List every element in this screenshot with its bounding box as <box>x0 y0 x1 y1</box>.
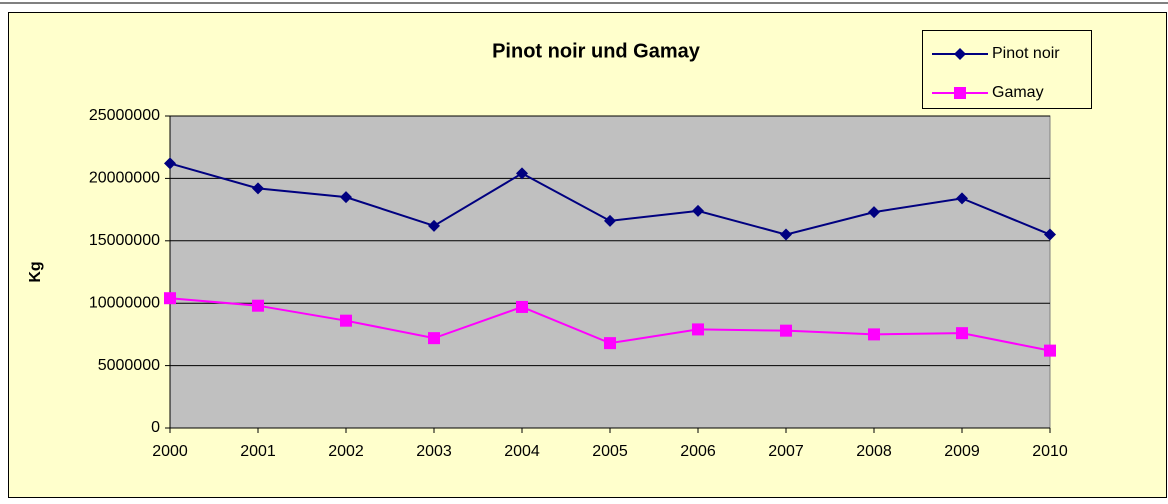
data-point <box>692 323 704 336</box>
y-tick-label: 0 <box>151 419 160 436</box>
x-tick-label: 2004 <box>504 443 540 460</box>
data-point <box>956 192 968 205</box>
x-tick-label: 2005 <box>592 443 628 460</box>
x-tick-label: 2003 <box>416 443 452 460</box>
data-point <box>516 167 528 180</box>
data-point <box>252 182 264 195</box>
data-point <box>604 337 616 350</box>
plot-area <box>169 115 1051 429</box>
data-point <box>1044 344 1056 357</box>
data-point <box>868 206 880 219</box>
y-tick-label: 5000000 <box>98 357 160 374</box>
data-point <box>868 328 880 341</box>
legend <box>922 30 1092 109</box>
data-point <box>780 324 792 337</box>
y-tick-label: 10000000 <box>89 294 160 311</box>
data-point <box>956 327 968 340</box>
x-tick-label: 2010 <box>1032 443 1068 460</box>
data-point <box>164 157 176 170</box>
y-axis-label: Kg <box>27 261 44 282</box>
data-point <box>692 204 704 217</box>
x-tick-label: 2001 <box>240 443 276 460</box>
chart-title: Pinot noir und Gamay <box>492 40 701 62</box>
data-point <box>604 214 616 227</box>
x-tick-label: 2000 <box>152 443 188 460</box>
data-point <box>164 292 176 305</box>
data-point <box>516 300 528 313</box>
x-tick-label: 2009 <box>944 443 980 460</box>
x-tick-label: 2002 <box>328 443 364 460</box>
data-point <box>780 228 792 241</box>
y-tick-label: 20000000 <box>89 170 160 187</box>
x-tick-label: 2008 <box>856 443 892 460</box>
legend-marker <box>954 87 966 99</box>
legend-marker <box>954 48 966 60</box>
data-point <box>1044 228 1056 241</box>
y-tick-label: 25000000 <box>89 107 160 124</box>
data-point <box>340 314 352 327</box>
x-tick-label: 2007 <box>768 443 804 460</box>
legend-label: Pinot noir <box>992 45 1060 62</box>
data-point <box>252 299 264 312</box>
data-point <box>428 219 440 232</box>
x-tick-label: 2006 <box>680 443 716 460</box>
data-point <box>340 191 352 204</box>
y-tick-label: 15000000 <box>89 232 160 249</box>
data-point <box>428 332 440 345</box>
legend-label: Gamay <box>992 84 1044 101</box>
